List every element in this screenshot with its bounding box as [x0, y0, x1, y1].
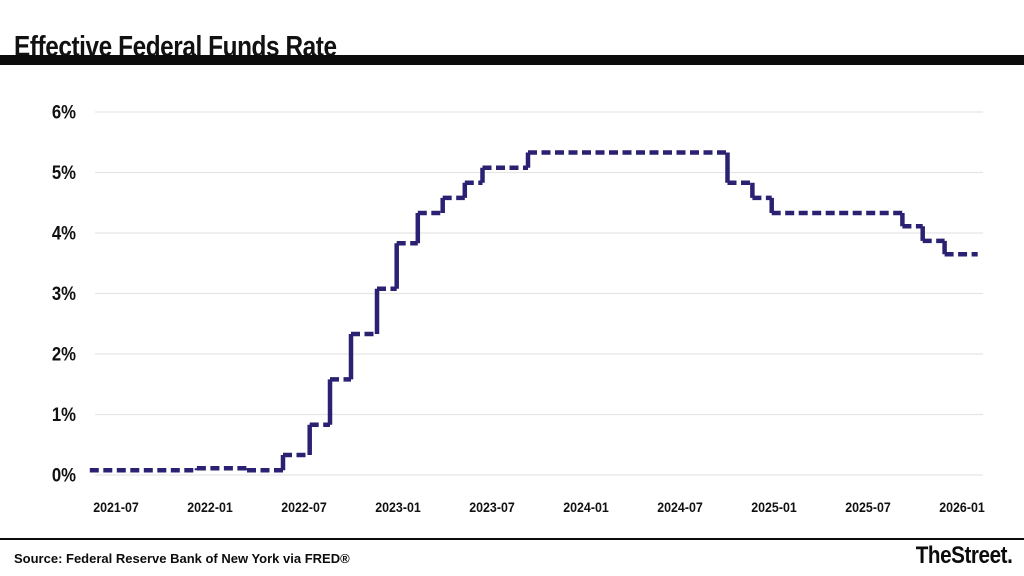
- x-tick-label: 2023-07: [469, 500, 515, 516]
- rate-line: [89, 150, 978, 473]
- title-divider-bar: [0, 55, 1024, 65]
- y-tick-label: 5%: [52, 162, 76, 183]
- source-attribution: Source: Federal Reserve Bank of New York…: [14, 551, 350, 566]
- footer-divider-line: [0, 538, 1024, 540]
- y-tick-label: 0%: [52, 465, 76, 486]
- rate-line-horizontal-segments: [89, 150, 978, 473]
- rate-line-vertical-segments: [194, 152, 947, 471]
- x-tick-label: 2025-01: [751, 500, 797, 516]
- brand-name: TheStreet: [915, 542, 1007, 569]
- y-tick-label: 2%: [52, 344, 76, 365]
- y-tick-label: 3%: [52, 283, 76, 304]
- brand-dot: .: [1006, 542, 1013, 569]
- chart-gridlines: [95, 111, 983, 476]
- x-tick-label: 2024-07: [657, 500, 703, 516]
- x-tick-label: 2022-07: [281, 500, 327, 516]
- y-axis-labels: 6% 5% 4% 3% 2% 1% 0%: [52, 102, 76, 486]
- x-tick-label: 2021-07: [93, 500, 139, 516]
- x-tick-label: 2024-01: [563, 500, 609, 516]
- y-tick-label: 4%: [52, 223, 76, 244]
- x-tick-label: 2026-01: [939, 500, 985, 516]
- x-tick-label: 2025-07: [845, 500, 891, 516]
- brand-logo: TheStreet.: [915, 542, 1012, 570]
- y-tick-label: 1%: [52, 404, 76, 425]
- y-tick-label: 6%: [52, 102, 76, 123]
- x-tick-label: 2023-01: [375, 500, 421, 516]
- x-tick-label: 2022-01: [187, 500, 233, 516]
- x-axis-labels: 2021-07 2022-01 2022-07 2023-01 2023-07 2024-…: [93, 500, 985, 516]
